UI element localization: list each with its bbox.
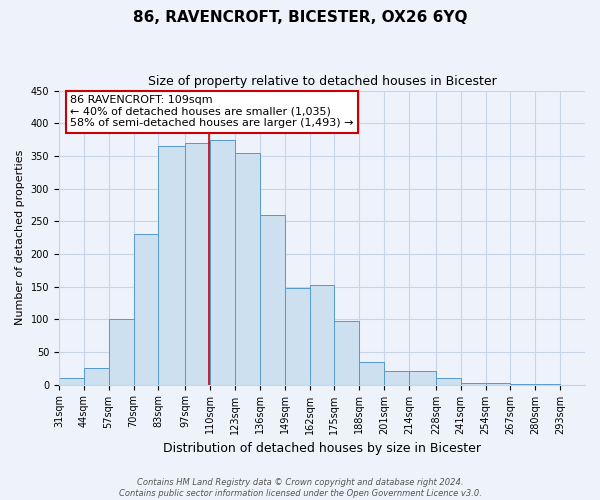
- Bar: [436, 378, 461, 384]
- Bar: [210, 140, 235, 384]
- Bar: [334, 321, 359, 384]
- Bar: [284, 288, 310, 384]
- Bar: [235, 152, 260, 384]
- Bar: [109, 319, 134, 384]
- Bar: [185, 143, 210, 384]
- Title: Size of property relative to detached houses in Bicester: Size of property relative to detached ho…: [148, 75, 496, 88]
- Bar: [84, 368, 109, 384]
- Bar: [134, 234, 158, 384]
- Bar: [310, 284, 334, 384]
- Bar: [461, 382, 485, 384]
- Bar: [260, 214, 284, 384]
- Bar: [59, 378, 84, 384]
- Bar: [158, 146, 185, 384]
- Text: 86 RAVENCROFT: 109sqm
← 40% of detached houses are smaller (1,035)
58% of semi-d: 86 RAVENCROFT: 109sqm ← 40% of detached …: [70, 95, 354, 128]
- Y-axis label: Number of detached properties: Number of detached properties: [15, 150, 25, 325]
- Text: Contains HM Land Registry data © Crown copyright and database right 2024.
Contai: Contains HM Land Registry data © Crown c…: [119, 478, 481, 498]
- Bar: [384, 371, 409, 384]
- Bar: [485, 382, 511, 384]
- Bar: [359, 362, 384, 384]
- Bar: [409, 371, 436, 384]
- Text: 86, RAVENCROFT, BICESTER, OX26 6YQ: 86, RAVENCROFT, BICESTER, OX26 6YQ: [133, 10, 467, 25]
- X-axis label: Distribution of detached houses by size in Bicester: Distribution of detached houses by size …: [163, 442, 481, 455]
